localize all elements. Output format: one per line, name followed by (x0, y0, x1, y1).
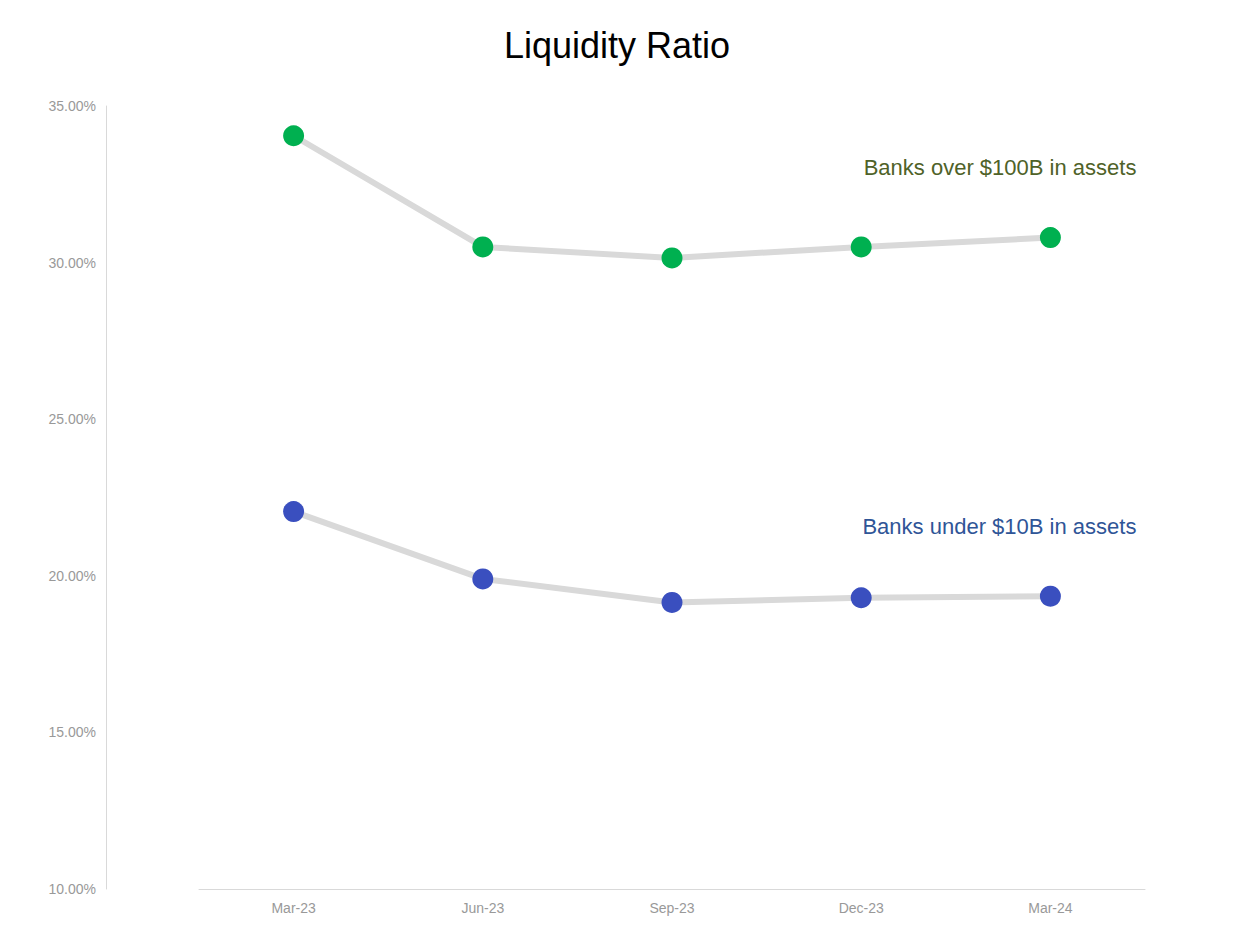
svg-text:Liquidity Ratio: Liquidity Ratio (504, 25, 730, 66)
svg-text:Banks under $10B in assets: Banks under $10B in assets (862, 514, 1136, 539)
svg-text:30.00%: 30.00% (49, 255, 96, 271)
svg-text:10.00%: 10.00% (49, 881, 96, 897)
svg-text:Mar-23: Mar-23 (271, 900, 316, 916)
svg-text:15.00%: 15.00% (49, 724, 96, 740)
svg-text:Banks over $100B in assets: Banks over $100B in assets (864, 155, 1137, 180)
svg-text:Mar-24: Mar-24 (1028, 900, 1073, 916)
svg-text:Dec-23: Dec-23 (839, 900, 884, 916)
svg-text:35.00%: 35.00% (49, 98, 96, 114)
svg-text:Jun-23: Jun-23 (461, 900, 504, 916)
svg-text:25.00%: 25.00% (49, 411, 96, 427)
svg-text:20.00%: 20.00% (49, 568, 96, 584)
svg-text:Sep-23: Sep-23 (649, 900, 694, 916)
